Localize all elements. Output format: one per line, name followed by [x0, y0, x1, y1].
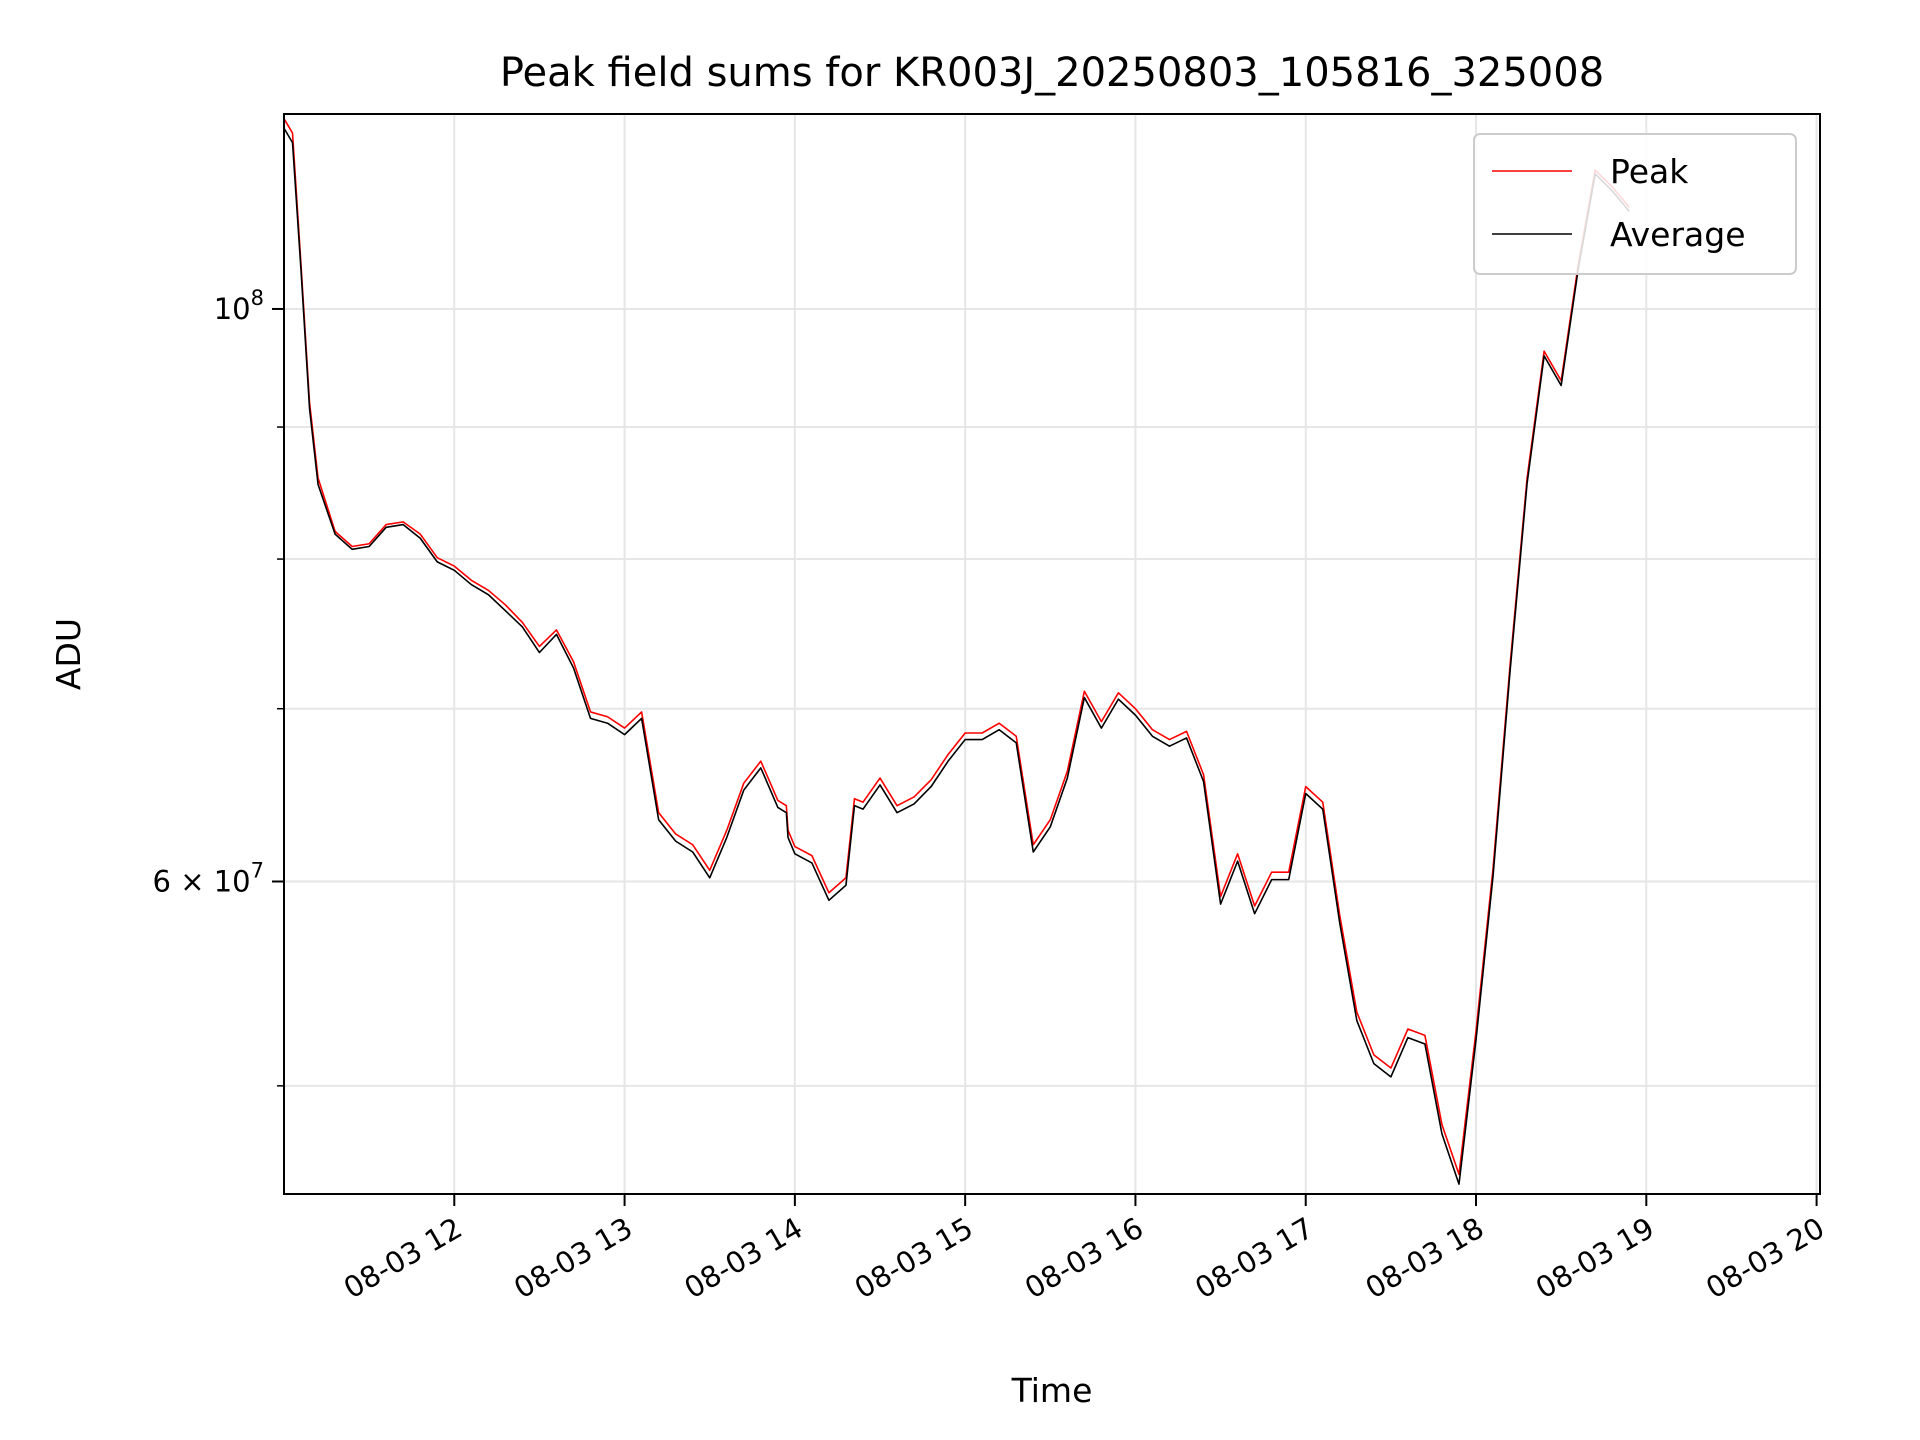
legend-box	[1473, 133, 1797, 275]
plot-frame	[283, 113, 1821, 1195]
series-line-peak	[284, 118, 1630, 1176]
series-line-average	[284, 127, 1630, 1185]
legend-label-peak: Peak	[1610, 152, 1689, 191]
y-tick-label-exponent: 7	[251, 858, 264, 882]
legend-label-average: Average	[1610, 215, 1746, 254]
chart-title: Peak field sums for KR003J_20250803_1058…	[500, 50, 1604, 96]
series-layer	[284, 118, 1630, 1185]
y-tick-label: 108	[214, 286, 264, 326]
y-axis: 6 × 107 108	[153, 286, 284, 1087]
y-tick-label-exponent: 8	[251, 286, 264, 310]
y-tick-label: 6 × 107	[153, 858, 264, 898]
y-tick-label-base: 6 × 10	[153, 864, 251, 898]
grid	[284, 114, 1820, 1194]
y-tick-label-base: 10	[214, 292, 251, 326]
x-axis-label: Time	[1011, 1371, 1093, 1410]
legend: Peak Average	[1473, 133, 1797, 275]
y-axis-label: ADU	[49, 618, 88, 690]
